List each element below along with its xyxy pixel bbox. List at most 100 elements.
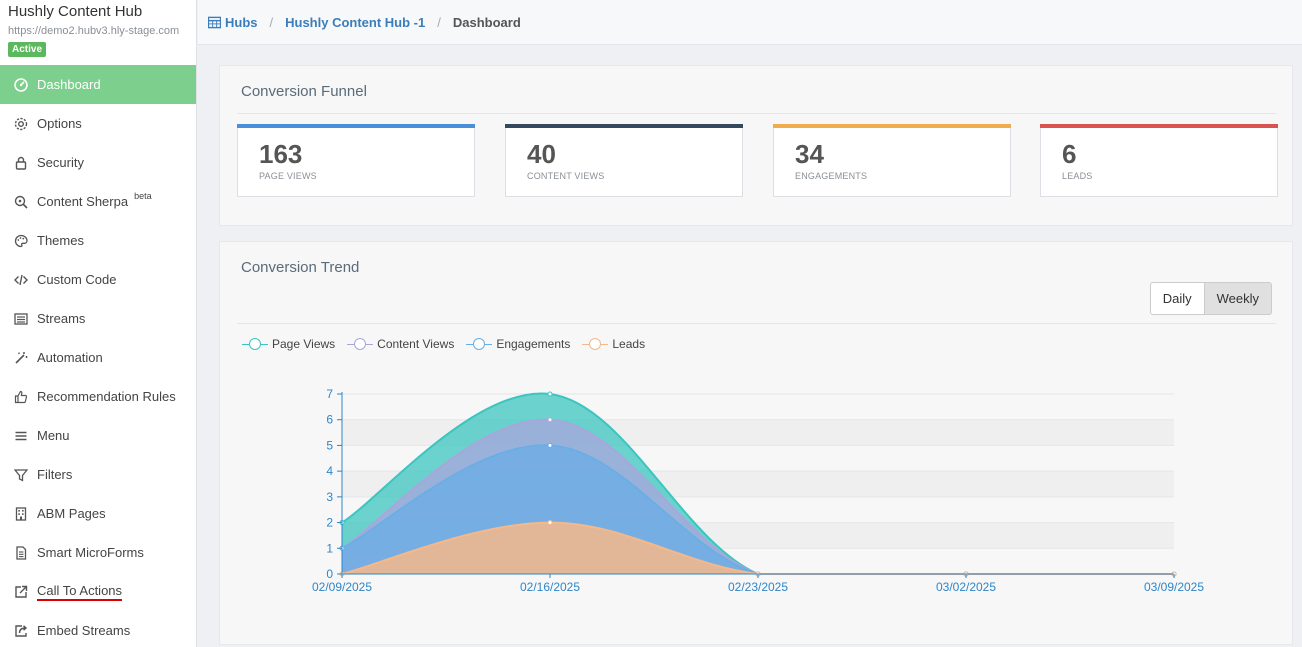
y-tick-label: 0 bbox=[326, 567, 333, 581]
sidebar-item-security[interactable]: Security bbox=[0, 143, 196, 182]
sidebar-item-custom-code[interactable]: Custom Code bbox=[0, 260, 196, 299]
legend-marker bbox=[466, 338, 493, 350]
sidebar-item-label: Dashboard bbox=[37, 77, 101, 92]
sidebar-item-themes[interactable]: Themes bbox=[0, 221, 196, 260]
legend-label: Leads bbox=[612, 337, 646, 351]
legend-marker bbox=[582, 338, 609, 350]
breadcrumb-hubs[interactable]: Hubs bbox=[208, 15, 258, 30]
series-area-leads bbox=[342, 522, 1174, 574]
sidebar-item-smart-microforms[interactable]: Smart MicroForms bbox=[0, 533, 196, 572]
sidebar-item-label: Automation bbox=[37, 350, 103, 365]
status-badge: Active bbox=[8, 42, 47, 57]
legend-marker bbox=[347, 338, 374, 350]
x-tick-label: 02/16/2025 bbox=[520, 580, 580, 594]
breadcrumb-separator: / bbox=[269, 14, 274, 30]
sidebar-item-label: Options bbox=[37, 116, 82, 131]
sidebar-item-call-to-actions[interactable]: Call To Actions bbox=[0, 572, 196, 611]
sidebar-item-label: Filters bbox=[37, 467, 73, 482]
x-tick-label: 03/09/2025 bbox=[1144, 580, 1204, 594]
sidebar-item-label: Security bbox=[37, 155, 84, 170]
stat-accent-bar bbox=[773, 124, 1011, 128]
sidebar-item-automation[interactable]: Automation bbox=[0, 338, 196, 377]
daily-button[interactable]: Daily bbox=[1149, 282, 1205, 315]
compass-icon bbox=[12, 193, 30, 211]
stat-card-page-views: 163 PAGE VIEWS bbox=[237, 124, 475, 197]
conversion-trend-panel: Conversion Trend Daily Weekly Page Views… bbox=[219, 241, 1293, 645]
thumbs-up-icon bbox=[12, 388, 30, 406]
breadcrumb: Hubs / Hushly Content Hub -1 / Dashboard bbox=[198, 0, 1302, 45]
trend-title: Conversion Trend bbox=[241, 259, 360, 276]
sidebar-item-label: Content Sherpa bbox=[37, 194, 129, 209]
y-tick-label: 4 bbox=[326, 464, 333, 478]
stat-card-engagements: 34 ENGAGEMENTS bbox=[773, 124, 1011, 197]
sidebar-item-label: Custom Code bbox=[37, 272, 117, 287]
conversion-trend-chart: 0 1 2 3 4 5 6 7 02/09/2025 02/16/2025 02/23/2025 03… bbox=[312, 387, 1204, 594]
stat-label: PAGE VIEWS bbox=[259, 171, 317, 181]
sidebar-item-label: Streams bbox=[37, 311, 86, 326]
breadcrumb-hub[interactable]: Hushly Content Hub -1 bbox=[285, 14, 426, 30]
divider bbox=[237, 113, 1276, 114]
sidebar-item-label: Menu bbox=[37, 428, 70, 443]
y-tick-label: 7 bbox=[326, 387, 333, 401]
table-icon bbox=[208, 16, 221, 28]
stat-accent-bar bbox=[1040, 124, 1278, 128]
x-tick-label: 02/23/2025 bbox=[728, 580, 788, 594]
dashboard-icon bbox=[12, 76, 30, 94]
sidebar-item-label: Smart MicroForms bbox=[37, 545, 144, 560]
x-tick-label: 03/02/2025 bbox=[936, 580, 996, 594]
beta-badge: beta bbox=[134, 190, 152, 201]
stat-card-leads: 6 LEADS bbox=[1040, 124, 1278, 197]
document-icon bbox=[12, 544, 30, 562]
legend-item-page-views[interactable]: Page Views bbox=[242, 337, 335, 351]
external-link-icon bbox=[12, 583, 30, 601]
chart-legend: Page Views Content Views Engagements Leads bbox=[242, 337, 657, 351]
sidebar-item-abm-pages[interactable]: ABM Pages bbox=[0, 494, 196, 533]
y-tick-label: 5 bbox=[326, 438, 333, 452]
data-point-content-views bbox=[547, 417, 553, 423]
breadcrumb-current: Dashboard bbox=[452, 14, 521, 30]
legend-label: Engagements bbox=[496, 337, 571, 351]
sidebar-item-recommendation-rules[interactable]: Recommendation Rules bbox=[0, 377, 196, 416]
divider bbox=[237, 323, 1276, 324]
legend-item-engagements[interactable]: Engagements bbox=[466, 337, 570, 351]
y-tick-label: 1 bbox=[326, 541, 333, 555]
code-icon bbox=[12, 271, 30, 289]
hamburger-icon bbox=[12, 427, 30, 445]
y-tick-label: 6 bbox=[326, 413, 333, 427]
sidebar-item-embed-streams[interactable]: Embed Streams bbox=[0, 611, 196, 647]
sidebar-item-streams[interactable]: Streams bbox=[0, 299, 196, 338]
sidebar-item-label: ABM Pages bbox=[37, 506, 106, 521]
list-icon bbox=[12, 310, 30, 328]
stat-accent-bar bbox=[505, 124, 743, 128]
sidebar-item-filters[interactable]: Filters bbox=[0, 455, 196, 494]
sidebar-item-content-sherpa[interactable]: Content Sherpa beta bbox=[0, 182, 196, 221]
sidebar-item-dashboard[interactable]: Dashboard bbox=[0, 65, 196, 104]
legend-item-leads[interactable]: Leads bbox=[582, 337, 645, 351]
lock-icon bbox=[12, 154, 30, 172]
stat-card-content-views: 40 CONTENT VIEWS bbox=[505, 124, 743, 197]
y-tick-label: 2 bbox=[326, 516, 333, 530]
data-point-page-views bbox=[547, 391, 553, 397]
weekly-button[interactable]: Weekly bbox=[1204, 282, 1272, 315]
hub-url[interactable]: https://demo2.hubv3.hly-stage.com bbox=[8, 25, 180, 37]
palette-icon bbox=[12, 232, 30, 250]
legend-item-content-views[interactable]: Content Views bbox=[347, 337, 454, 351]
sidebar-nav: Dashboard Options Security Content Sherpa be… bbox=[0, 65, 196, 647]
share-icon bbox=[12, 622, 30, 640]
sidebar-item-menu[interactable]: Menu bbox=[0, 416, 196, 455]
sidebar-item-label: Themes bbox=[37, 233, 84, 248]
stat-value: 40 bbox=[527, 139, 556, 169]
stat-value: 163 bbox=[259, 139, 303, 169]
data-point-engagements bbox=[547, 442, 553, 448]
sidebar-item-label: Recommendation Rules bbox=[37, 389, 176, 404]
stat-value: 34 bbox=[795, 139, 824, 169]
stat-label: LEADS bbox=[1062, 171, 1093, 181]
data-point-leads bbox=[547, 520, 553, 526]
conversion-funnel-panel: Conversion Funnel 163 PAGE VIEWS 40 CONTENT… bbox=[219, 65, 1293, 226]
gear-icon bbox=[12, 115, 30, 133]
building-icon bbox=[12, 505, 30, 523]
period-toggle: Daily Weekly bbox=[1149, 282, 1272, 315]
magic-wand-icon bbox=[12, 349, 30, 367]
hub-title: Hushly Content Hub bbox=[8, 3, 143, 20]
sidebar-item-options[interactable]: Options bbox=[0, 104, 196, 143]
